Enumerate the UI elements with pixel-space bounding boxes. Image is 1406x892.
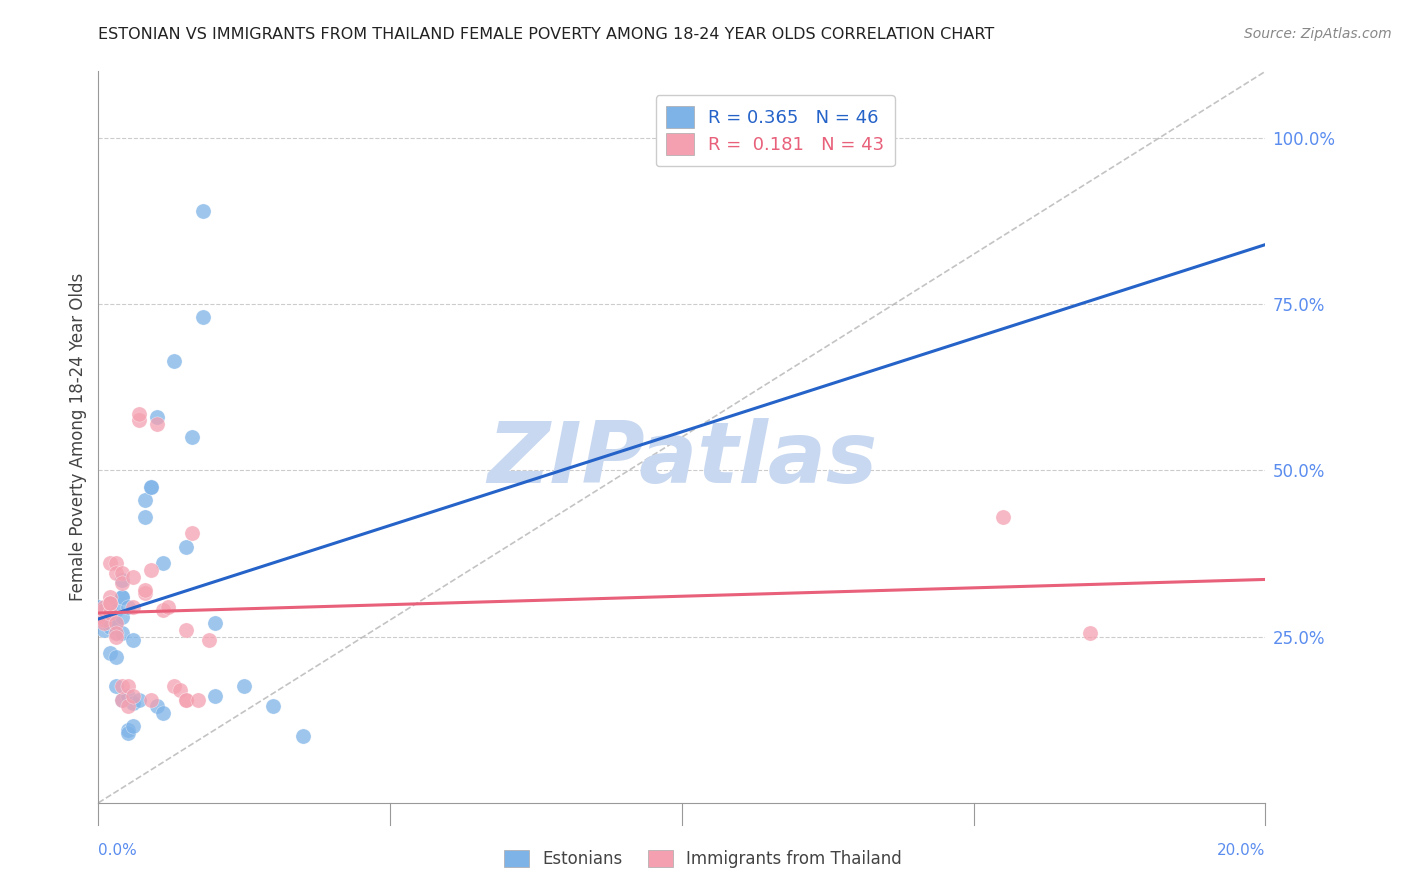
Point xyxy=(139,480,162,494)
Point xyxy=(93,599,115,614)
Point xyxy=(233,680,256,694)
Point xyxy=(122,696,145,710)
Point xyxy=(93,623,115,637)
Point xyxy=(291,729,314,743)
Point xyxy=(146,417,169,431)
Point xyxy=(169,682,191,697)
Point xyxy=(104,626,127,640)
Point xyxy=(128,407,150,421)
Point xyxy=(174,692,197,706)
Point xyxy=(111,692,134,706)
Point xyxy=(122,632,145,647)
Point xyxy=(139,692,162,706)
Point xyxy=(117,599,139,614)
Point xyxy=(163,353,186,368)
Point xyxy=(117,726,139,740)
Point xyxy=(134,493,156,508)
Point xyxy=(93,603,115,617)
Point xyxy=(93,609,115,624)
Text: 20.0%: 20.0% xyxy=(1218,843,1265,858)
Y-axis label: Female Poverty Among 18-24 Year Olds: Female Poverty Among 18-24 Year Olds xyxy=(69,273,87,601)
Text: ZIPatlas: ZIPatlas xyxy=(486,417,877,500)
Point xyxy=(180,430,202,444)
Point xyxy=(98,590,121,604)
Text: 0.0%: 0.0% xyxy=(98,843,138,858)
Point xyxy=(174,623,197,637)
Point xyxy=(98,619,121,633)
Point xyxy=(1080,626,1102,640)
Point xyxy=(122,690,145,704)
Point xyxy=(262,699,284,714)
Point xyxy=(117,699,139,714)
Point xyxy=(104,649,127,664)
Point xyxy=(193,310,215,325)
Point xyxy=(122,599,145,614)
Point xyxy=(152,706,174,720)
Point xyxy=(122,719,145,733)
Point xyxy=(87,599,110,614)
Legend: R = 0.365   N = 46, R =  0.181   N = 43: R = 0.365 N = 46, R = 0.181 N = 43 xyxy=(655,95,896,166)
Point xyxy=(117,723,139,737)
Point xyxy=(104,566,127,581)
Point xyxy=(104,603,127,617)
Point xyxy=(98,616,121,631)
Point xyxy=(111,680,134,694)
Point xyxy=(111,609,134,624)
Point xyxy=(152,603,174,617)
Point xyxy=(93,616,115,631)
Point xyxy=(204,690,226,704)
Point xyxy=(198,632,221,647)
Point xyxy=(104,616,127,631)
Point xyxy=(98,599,121,614)
Point xyxy=(163,680,186,694)
Point xyxy=(134,586,156,600)
Point xyxy=(187,692,209,706)
Point xyxy=(98,596,121,610)
Point xyxy=(128,413,150,427)
Point xyxy=(128,692,150,706)
Point xyxy=(117,690,139,704)
Point xyxy=(111,590,134,604)
Point xyxy=(146,699,169,714)
Point xyxy=(104,616,127,631)
Point xyxy=(98,607,121,621)
Point xyxy=(111,573,134,587)
Point xyxy=(152,557,174,571)
Point xyxy=(991,509,1014,524)
Point xyxy=(180,526,202,541)
Point xyxy=(98,596,121,610)
Point xyxy=(134,509,156,524)
Point xyxy=(93,603,115,617)
Point xyxy=(87,609,110,624)
Point xyxy=(93,613,115,627)
Point xyxy=(146,410,169,425)
Point xyxy=(111,566,134,581)
Point xyxy=(111,626,134,640)
Point xyxy=(117,680,139,694)
Text: ESTONIAN VS IMMIGRANTS FROM THAILAND FEMALE POVERTY AMONG 18-24 YEAR OLDS CORREL: ESTONIAN VS IMMIGRANTS FROM THAILAND FEM… xyxy=(98,27,994,42)
Point xyxy=(139,563,162,577)
Text: Source: ZipAtlas.com: Source: ZipAtlas.com xyxy=(1244,27,1392,41)
Point xyxy=(122,570,145,584)
Point xyxy=(157,599,180,614)
Point xyxy=(134,582,156,597)
Point xyxy=(204,616,226,631)
Point xyxy=(104,626,127,640)
Point xyxy=(174,692,197,706)
Point xyxy=(111,590,134,604)
Point xyxy=(104,630,127,644)
Point xyxy=(104,680,127,694)
Point xyxy=(193,204,215,219)
Legend: Estonians, Immigrants from Thailand: Estonians, Immigrants from Thailand xyxy=(498,843,908,875)
Point xyxy=(139,480,162,494)
Point xyxy=(98,557,121,571)
Point xyxy=(111,692,134,706)
Point xyxy=(174,540,197,554)
Point xyxy=(98,646,121,660)
Point xyxy=(111,576,134,591)
Point xyxy=(98,596,121,610)
Point xyxy=(104,557,127,571)
